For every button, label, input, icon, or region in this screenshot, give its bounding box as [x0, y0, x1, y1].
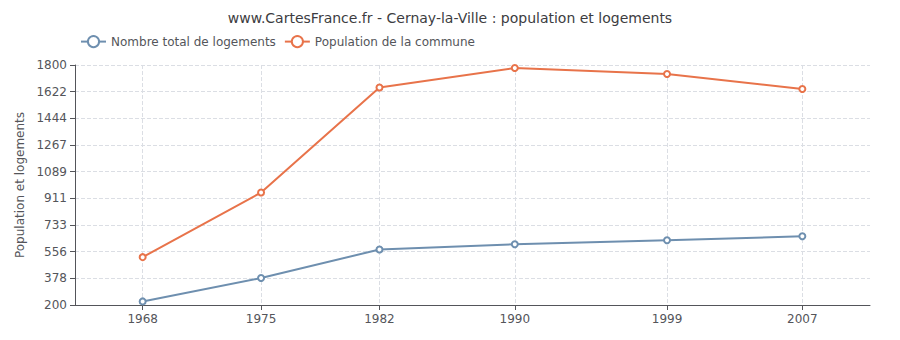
svg-text:733: 733	[44, 218, 67, 232]
svg-text:2007: 2007	[787, 312, 818, 326]
svg-text:1999: 1999	[652, 312, 683, 326]
svg-text:556: 556	[44, 245, 67, 259]
svg-text:1622: 1622	[36, 85, 67, 99]
svg-text:Nombre total de logements: Nombre total de logements	[111, 35, 276, 49]
svg-text:1800: 1800	[36, 58, 67, 72]
svg-text:1975: 1975	[246, 312, 277, 326]
svg-text:200: 200	[44, 298, 67, 312]
svg-text:1990: 1990	[500, 312, 531, 326]
svg-text:Population et logements: Population et logements	[13, 112, 27, 258]
svg-text:www.CartesFrance.fr - Cernay-l: www.CartesFrance.fr - Cernay-la-Ville : …	[228, 10, 672, 26]
svg-text:1267: 1267	[36, 138, 67, 152]
svg-text:378: 378	[44, 271, 67, 285]
svg-text:Population de la commune: Population de la commune	[315, 35, 475, 49]
svg-text:1968: 1968	[127, 312, 158, 326]
svg-text:911: 911	[44, 191, 67, 205]
svg-text:1982: 1982	[364, 312, 395, 326]
svg-text:1444: 1444	[36, 111, 67, 125]
svg-text:1089: 1089	[36, 165, 67, 179]
